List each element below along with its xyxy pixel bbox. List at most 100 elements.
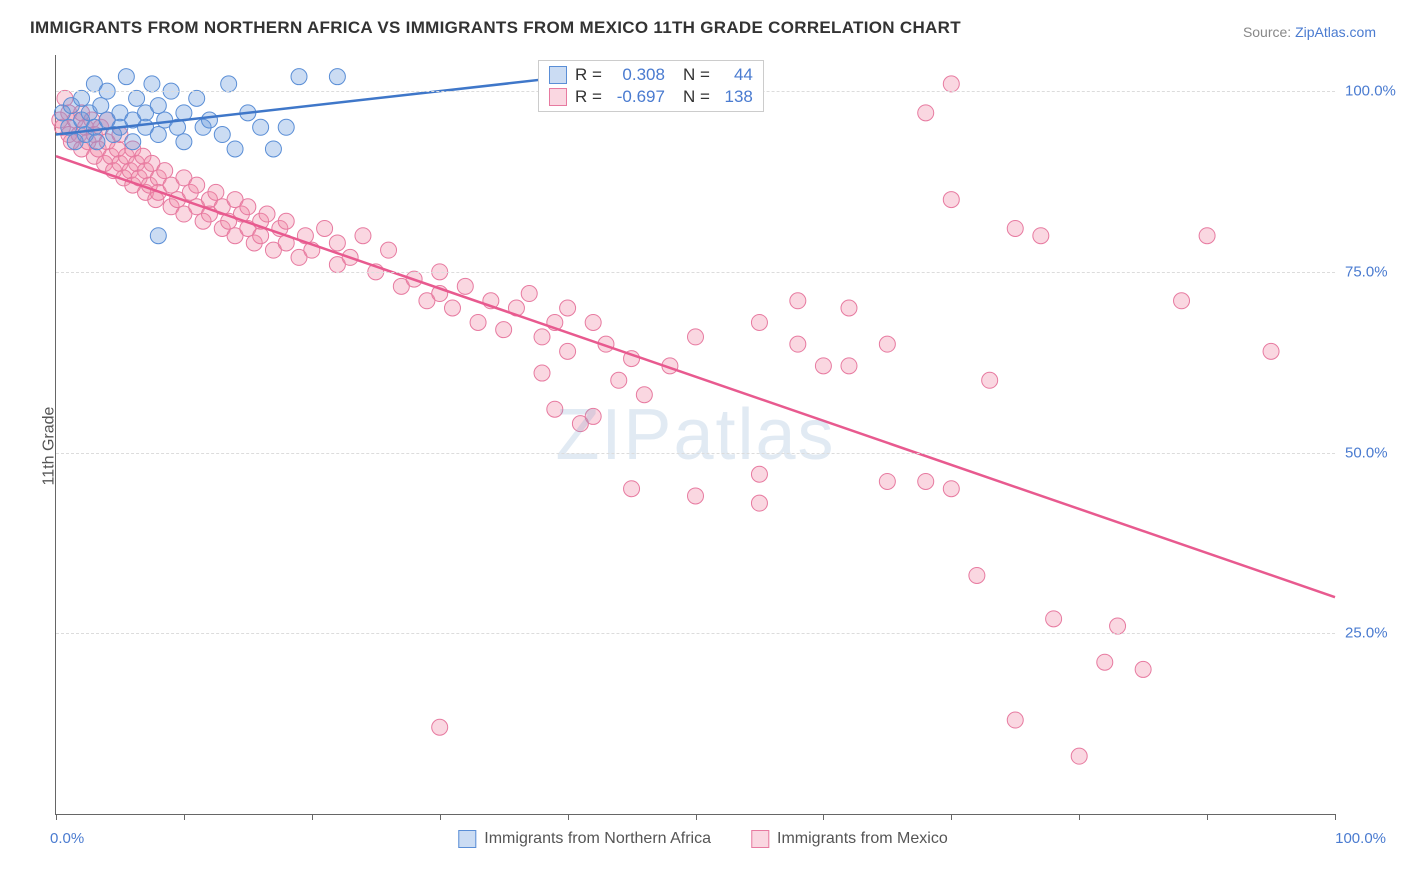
legend-label: Immigrants from Northern Africa <box>484 830 711 848</box>
point-northern-africa <box>221 76 237 92</box>
point-mexico <box>790 293 806 309</box>
stats-row: R = -0.697 N = 138 <box>549 87 753 107</box>
point-mexico <box>189 177 205 193</box>
point-mexico <box>688 329 704 345</box>
source-prefix: Source: <box>1243 24 1295 40</box>
point-mexico <box>841 358 857 374</box>
n-label: N = <box>683 87 710 107</box>
point-mexico <box>208 184 224 200</box>
point-northern-africa <box>125 134 141 150</box>
x-tick <box>823 814 824 820</box>
point-mexico <box>381 242 397 258</box>
gridline <box>56 453 1335 454</box>
point-mexico <box>751 466 767 482</box>
legend-swatch <box>751 830 769 848</box>
stats-swatch <box>549 88 567 106</box>
point-mexico <box>278 213 294 229</box>
r-value: -0.697 <box>610 87 665 107</box>
point-northern-africa <box>329 69 345 85</box>
x-tick <box>696 814 697 820</box>
x-tick <box>440 814 441 820</box>
point-mexico <box>879 473 895 489</box>
point-mexico <box>521 286 537 302</box>
point-mexico <box>790 336 806 352</box>
point-mexico <box>751 314 767 330</box>
point-mexico <box>585 408 601 424</box>
point-mexico <box>585 314 601 330</box>
point-mexico <box>1199 228 1215 244</box>
r-value: 0.308 <box>610 65 665 85</box>
r-label: R = <box>575 87 602 107</box>
legend: Immigrants from Northern Africa Immigrant… <box>458 830 947 848</box>
point-mexico <box>943 76 959 92</box>
point-mexico <box>470 314 486 330</box>
point-northern-africa <box>74 90 90 106</box>
point-mexico <box>432 719 448 735</box>
x-tick <box>312 814 313 820</box>
point-northern-africa <box>150 98 166 114</box>
point-mexico <box>969 567 985 583</box>
point-mexico <box>688 488 704 504</box>
point-mexico <box>534 365 550 381</box>
x-tick <box>184 814 185 820</box>
point-northern-africa <box>253 119 269 135</box>
point-mexico <box>547 401 563 417</box>
point-mexico <box>496 322 512 338</box>
chart-title: IMMIGRANTS FROM NORTHERN AFRICA VS IMMIG… <box>30 18 961 38</box>
point-mexico <box>1033 228 1049 244</box>
point-mexico <box>982 372 998 388</box>
point-northern-africa <box>89 134 105 150</box>
x-tick <box>1207 814 1208 820</box>
point-mexico <box>317 220 333 236</box>
x-axis-min-label: 0.0% <box>50 830 84 847</box>
y-tick-label: 25.0% <box>1345 625 1395 642</box>
n-label: N = <box>683 65 710 85</box>
point-mexico <box>1263 343 1279 359</box>
point-mexico <box>1007 220 1023 236</box>
plot-area: ZIPatlas 25.0%50.0%75.0%100.0% <box>55 55 1335 815</box>
x-tick <box>568 814 569 820</box>
point-mexico <box>1135 661 1151 677</box>
point-mexico <box>253 228 269 244</box>
y-tick-label: 75.0% <box>1345 263 1395 280</box>
point-northern-africa <box>129 90 145 106</box>
point-northern-africa <box>176 134 192 150</box>
point-northern-africa <box>150 228 166 244</box>
stats-swatch <box>549 66 567 84</box>
source-link[interactable]: ZipAtlas.com <box>1295 24 1376 40</box>
point-mexico <box>1097 654 1113 670</box>
n-value: 44 <box>718 65 753 85</box>
point-mexico <box>560 343 576 359</box>
point-mexico <box>444 300 460 316</box>
gridline <box>56 633 1335 634</box>
x-tick <box>1335 814 1336 820</box>
n-value: 138 <box>718 87 753 107</box>
point-mexico <box>329 235 345 251</box>
point-mexico <box>157 163 173 179</box>
legend-item: Immigrants from Mexico <box>751 830 948 848</box>
point-mexico <box>534 329 550 345</box>
point-mexico <box>457 278 473 294</box>
x-axis-max-label: 100.0% <box>1335 830 1386 847</box>
point-mexico <box>1110 618 1126 634</box>
gridline <box>56 272 1335 273</box>
x-tick <box>951 814 952 820</box>
point-mexico <box>943 481 959 497</box>
point-northern-africa <box>189 90 205 106</box>
point-northern-africa <box>93 98 109 114</box>
point-mexico <box>624 481 640 497</box>
point-northern-africa <box>214 127 230 143</box>
y-tick-label: 50.0% <box>1345 444 1395 461</box>
point-mexico <box>1007 712 1023 728</box>
source-credit: Source: ZipAtlas.com <box>1243 24 1376 40</box>
point-northern-africa <box>265 141 281 157</box>
point-northern-africa <box>144 76 160 92</box>
point-mexico <box>355 228 371 244</box>
point-mexico <box>240 199 256 215</box>
point-northern-africa <box>278 119 294 135</box>
point-northern-africa <box>291 69 307 85</box>
point-mexico <box>259 206 275 222</box>
y-tick-label: 100.0% <box>1345 83 1395 100</box>
point-mexico <box>841 300 857 316</box>
point-mexico <box>611 372 627 388</box>
